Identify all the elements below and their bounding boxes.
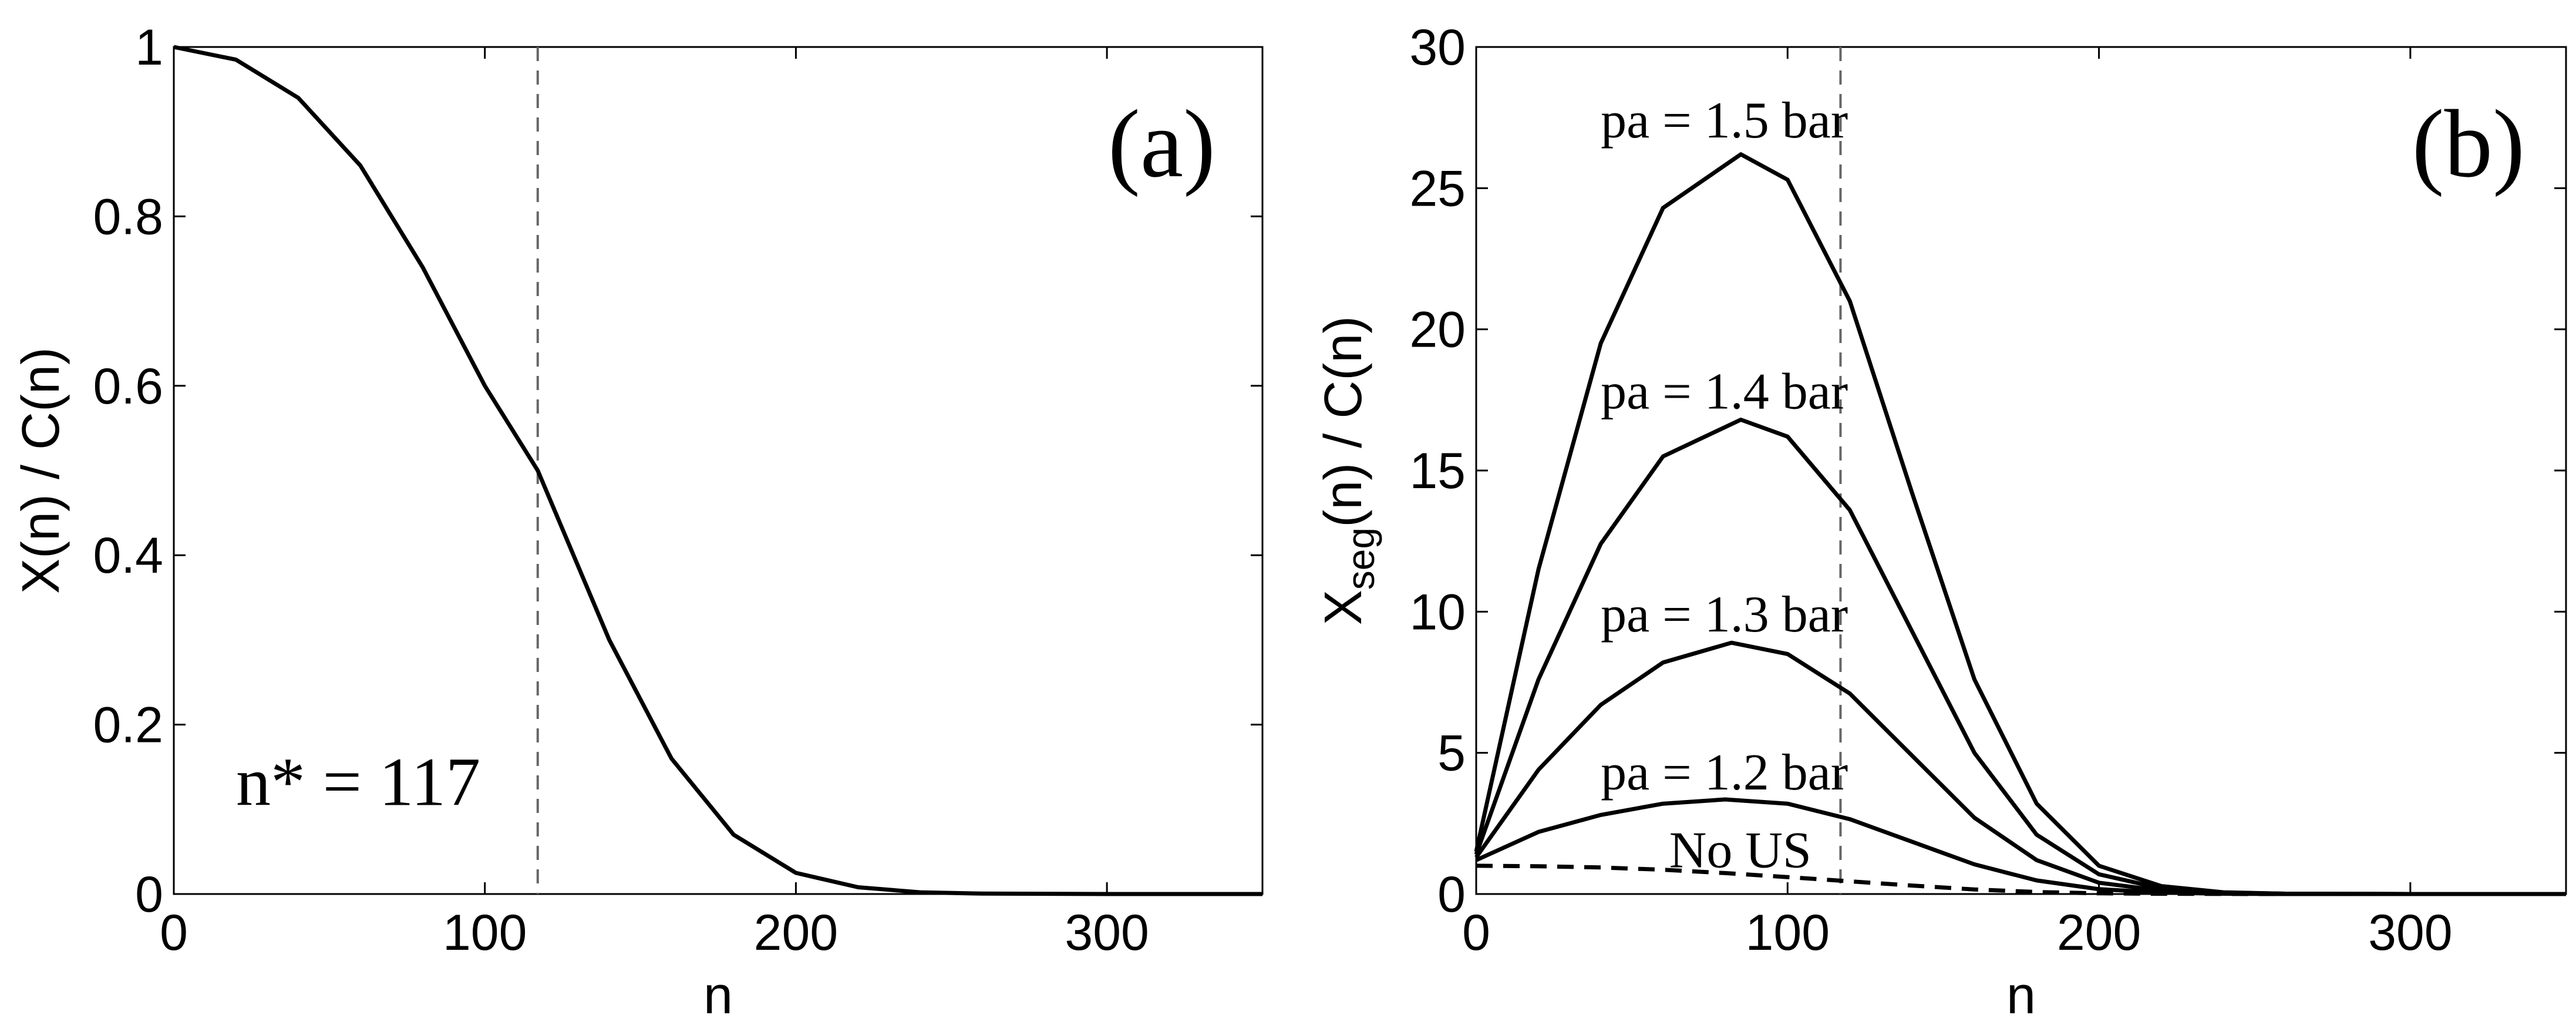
- b-series-line-1: [1474, 418, 2566, 896]
- panel-b-series-label: pa = 1.4 bar: [1601, 363, 1848, 420]
- panel-b-y-axis-title-sub: seg: [1339, 527, 1382, 590]
- b-x-tick-label: 0: [1462, 905, 1490, 961]
- panel-b-letter: (b): [2412, 90, 2525, 197]
- b-y-tick-label: 5: [1437, 725, 1466, 782]
- a-y-tick-label: 0.4: [93, 527, 163, 584]
- b-series-line-4: [1476, 863, 2566, 896]
- panel-a-tick-labels: 0 100 200 300 0 0.2 0.4 0.6 0.8 1: [93, 19, 1149, 961]
- b-y-tick-label: 10: [1409, 584, 1466, 640]
- a-x-tick-label: 0: [160, 905, 188, 961]
- a-y-tick-label: 0: [135, 866, 163, 923]
- panel-b-series-label: pa = 1.3 bar: [1601, 586, 1848, 643]
- b-y-tick-label: 15: [1409, 443, 1466, 499]
- panel-b-series-labels: pa = 1.5 bar pa = 1.4 bar pa = 1.3 bar pa =…: [1601, 92, 1848, 879]
- b-y-tick-label: 20: [1409, 302, 1466, 358]
- a-x-tick-label: 100: [443, 905, 527, 961]
- panel-b-y-axis-title: Xseg(n) / C(n): [1314, 316, 1382, 625]
- panel-a-annotation: n* = 117: [236, 744, 480, 821]
- panel-b-series-label: pa = 1.5 bar: [1601, 92, 1848, 149]
- a-x-tick-label: 300: [1065, 905, 1149, 961]
- panel-b-x-axis-title: n: [2006, 966, 2036, 1025]
- b-y-tick-label: 25: [1409, 160, 1466, 217]
- a-x-tick-label: 200: [754, 905, 839, 961]
- b-x-tick-label: 100: [1746, 905, 1830, 961]
- panel-b-series-label: No US: [1669, 822, 1811, 879]
- a-y-tick-label: 1: [135, 19, 163, 76]
- panel-b-series: [1474, 152, 2566, 896]
- panel-b-y-axis-title-main: X: [1314, 590, 1373, 625]
- panel-a-letter: (a): [1108, 90, 1215, 197]
- panel-a-frame: [173, 46, 1264, 895]
- b-x-tick-label: 300: [2368, 905, 2453, 961]
- panel-a-y-axis-title: X(n) / C(n): [12, 347, 70, 594]
- panel-b-y-axis-title-rest: (n) / C(n): [1314, 316, 1373, 527]
- a-y-tick-label: 0.2: [93, 697, 163, 754]
- a-series-line-0: [173, 45, 1262, 896]
- panel-a-x-axis-title: n: [703, 966, 733, 1025]
- panel-b-tick-labels: 0 100 200 300 0 5 10 15 20 25 30: [1409, 19, 2452, 961]
- panel-a-series: [173, 45, 1262, 896]
- b-x-tick-label: 200: [2057, 905, 2141, 961]
- a-y-tick-label: 0.6: [93, 358, 163, 415]
- a-y-tick-label: 0.8: [93, 189, 163, 245]
- b-y-tick-label: 30: [1409, 19, 1466, 76]
- b-series-line-3: [1475, 797, 2566, 896]
- panel-b-series-label: pa = 1.2 bar: [1601, 744, 1848, 801]
- b-y-tick-label: 0: [1437, 866, 1466, 923]
